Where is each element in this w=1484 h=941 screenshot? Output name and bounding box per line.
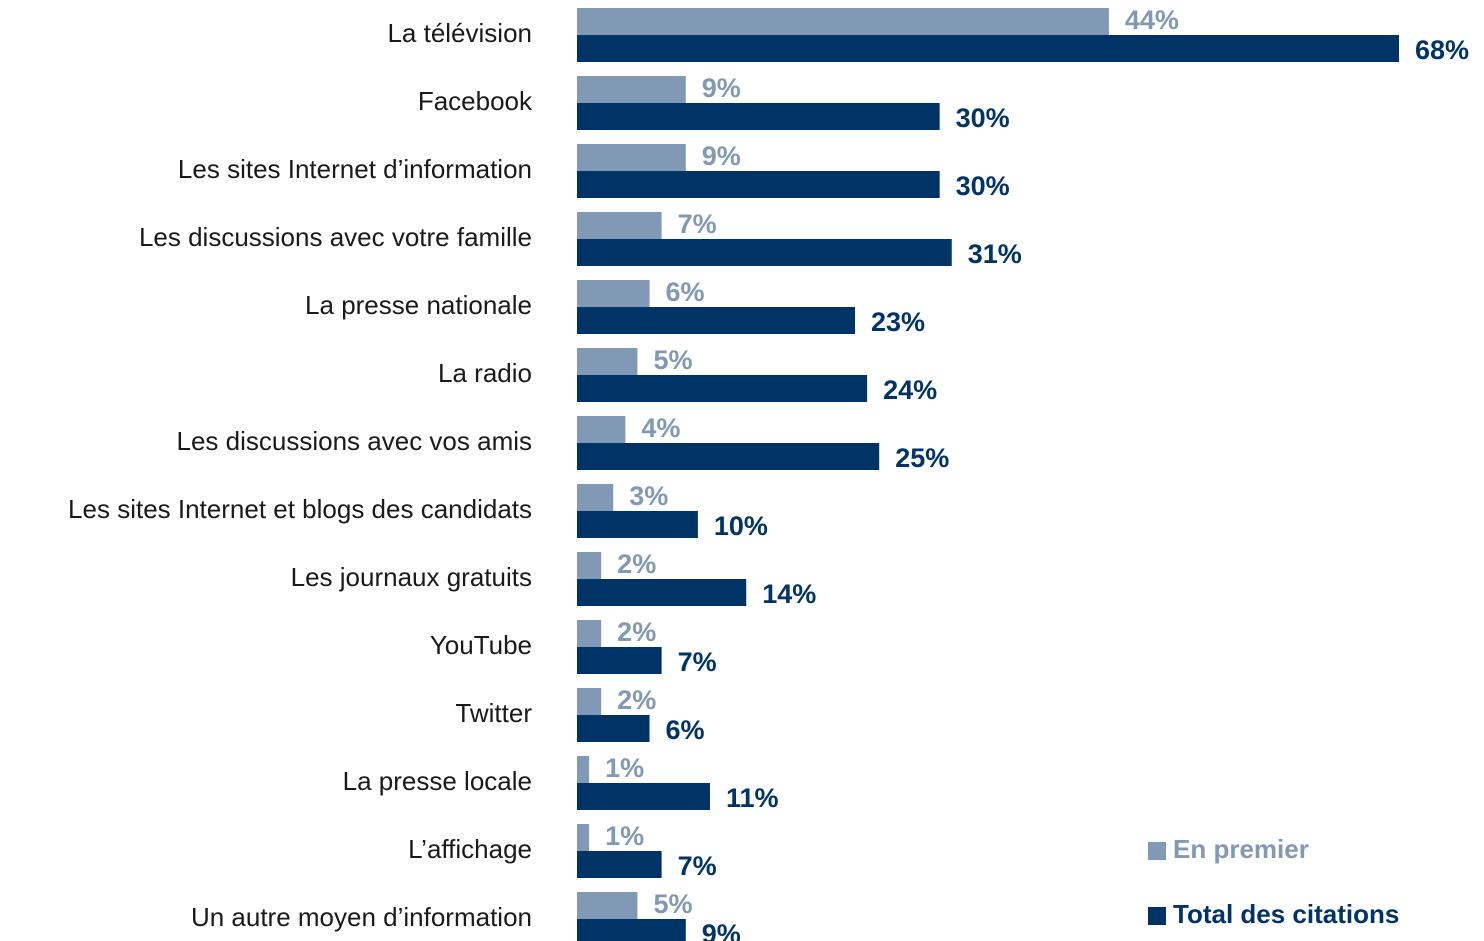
category-label: Twitter xyxy=(455,698,532,728)
bar xyxy=(577,552,602,579)
bar xyxy=(577,280,650,307)
value-label: 30% xyxy=(956,171,1010,201)
value-label: 10% xyxy=(714,511,768,541)
bar xyxy=(577,579,747,606)
bar xyxy=(577,892,638,919)
bar xyxy=(577,8,1109,35)
bar xyxy=(577,103,940,130)
category-label: La radio xyxy=(438,358,532,388)
bar xyxy=(577,511,698,538)
category-label: Les discussions avec votre famille xyxy=(139,222,532,252)
value-label: 44% xyxy=(1125,5,1179,35)
category-label: La télévision xyxy=(387,18,532,48)
bar xyxy=(577,416,626,443)
category-label: Un autre moyen d’information xyxy=(191,902,532,932)
legend-swatch xyxy=(1148,842,1166,860)
bar xyxy=(577,783,710,810)
value-label: 11% xyxy=(726,783,779,813)
bar xyxy=(577,443,880,470)
value-label: 3% xyxy=(629,481,668,511)
value-label: 30% xyxy=(956,103,1010,133)
bar xyxy=(577,348,638,375)
value-label: 24% xyxy=(883,375,937,405)
value-label: 1% xyxy=(605,753,644,783)
bar xyxy=(577,647,662,674)
bar xyxy=(577,307,856,334)
value-label: 2% xyxy=(617,617,656,647)
value-label: 9% xyxy=(702,141,741,171)
bar xyxy=(577,620,602,647)
value-label: 2% xyxy=(617,549,656,579)
value-label: 14% xyxy=(762,579,816,609)
value-label: 5% xyxy=(653,889,692,919)
value-label: 7% xyxy=(678,209,717,239)
bar xyxy=(577,76,686,103)
value-label: 68% xyxy=(1415,35,1469,65)
value-label: 9% xyxy=(702,73,741,103)
value-label: 6% xyxy=(666,277,705,307)
value-label: 5% xyxy=(653,345,692,375)
bar xyxy=(577,484,614,511)
value-label: 7% xyxy=(678,647,717,677)
category-label: YouTube xyxy=(430,630,532,660)
category-label: La presse locale xyxy=(343,766,532,796)
category-label: L’affichage xyxy=(408,834,532,864)
value-label: 9% xyxy=(702,919,741,941)
value-label: 2% xyxy=(617,685,656,715)
value-label: 1% xyxy=(605,821,644,851)
category-label: Les journaux gratuits xyxy=(291,562,532,592)
category-label: Les discussions avec vos amis xyxy=(177,426,532,456)
value-label: 31% xyxy=(968,239,1022,269)
legend-label: En premier xyxy=(1173,834,1309,864)
value-label: 25% xyxy=(895,443,949,473)
bar xyxy=(577,35,1399,62)
category-label: Les sites Internet d’information xyxy=(178,154,532,184)
bar xyxy=(577,239,952,266)
value-label: 6% xyxy=(666,715,705,745)
value-label: 23% xyxy=(871,307,925,337)
bar xyxy=(577,851,662,878)
value-label: 7% xyxy=(678,851,717,881)
category-label: Facebook xyxy=(418,86,533,116)
bar xyxy=(577,375,868,402)
bar xyxy=(577,756,590,783)
category-label: La presse nationale xyxy=(305,290,532,320)
legend-label: Total des citations xyxy=(1173,899,1399,929)
bar xyxy=(577,715,650,742)
bar xyxy=(577,688,602,715)
legend-swatch xyxy=(1148,907,1166,925)
category-label: Les sites Internet et blogs des candidat… xyxy=(68,494,532,524)
bar xyxy=(577,212,662,239)
bar xyxy=(577,171,940,198)
bar xyxy=(577,144,686,171)
bar xyxy=(577,919,686,941)
value-label: 4% xyxy=(641,413,680,443)
bar xyxy=(577,824,590,851)
